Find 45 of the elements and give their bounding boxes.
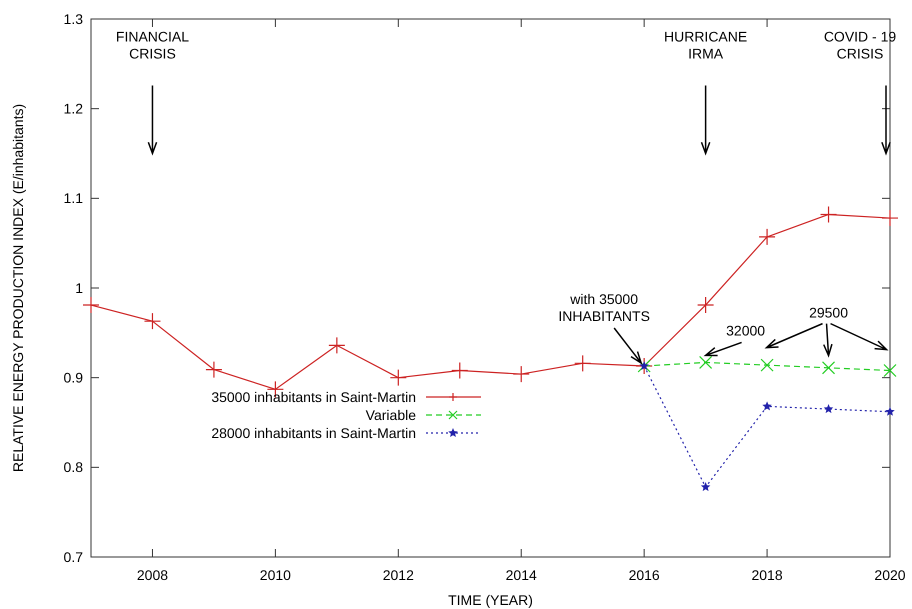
point [824, 404, 834, 414]
y-tick-label: 0.9 [64, 370, 84, 386]
y-axis-title: RELATIVE ENERGY PRODUCTION INDEX (E/inhabitants) [10, 104, 26, 472]
point [699, 356, 712, 370]
point [822, 361, 836, 374]
point [762, 401, 772, 410]
point [328, 336, 346, 354]
point [820, 206, 838, 224]
point [885, 406, 895, 416]
legend-label: Variable [366, 406, 416, 423]
point [574, 354, 592, 372]
legend-label: 28000 inhabitants in Saint-Martin [211, 424, 416, 441]
point [205, 360, 223, 378]
x-tick-label: 2020 [874, 567, 906, 583]
point [451, 362, 468, 380]
y-tick-label: 0.7 [64, 548, 84, 565]
x-tick-label: 2010 [260, 567, 292, 583]
point [758, 228, 776, 246]
point [700, 482, 710, 492]
point [390, 369, 407, 386]
point [883, 364, 897, 378]
annotation: with 35000 INHABITANTS [558, 291, 650, 324]
x-axis-title: TIME (YEAR) [448, 592, 533, 608]
y-tick-label: 0.8 [64, 459, 84, 476]
point [512, 365, 530, 383]
annotation: HURRICANE IRMA [664, 28, 748, 62]
point [639, 361, 649, 370]
y-tick-label: 1.1 [64, 190, 84, 206]
point [82, 296, 100, 314]
legend-label: 35000 inhabitants in Saint-Martin [211, 388, 416, 405]
y-tick-label: 1.3 [64, 10, 84, 27]
annotation: 29500 [809, 304, 848, 321]
point [881, 209, 899, 227]
annotation: 32000 [726, 322, 766, 338]
x-tick-label: 2016 [628, 567, 660, 583]
x-tick-label: 2012 [382, 567, 414, 583]
point [144, 312, 162, 330]
point [697, 296, 714, 314]
y-tick-label: 1 [75, 280, 84, 296]
x-tick-label: 2018 [752, 567, 783, 583]
point [760, 358, 774, 372]
annotation: FINANCIAL CRISIS [116, 28, 190, 62]
x-tick-label: 2014 [506, 567, 538, 583]
x-tick-label: 2008 [136, 567, 168, 583]
y-tick-label: 1.2 [64, 100, 84, 117]
